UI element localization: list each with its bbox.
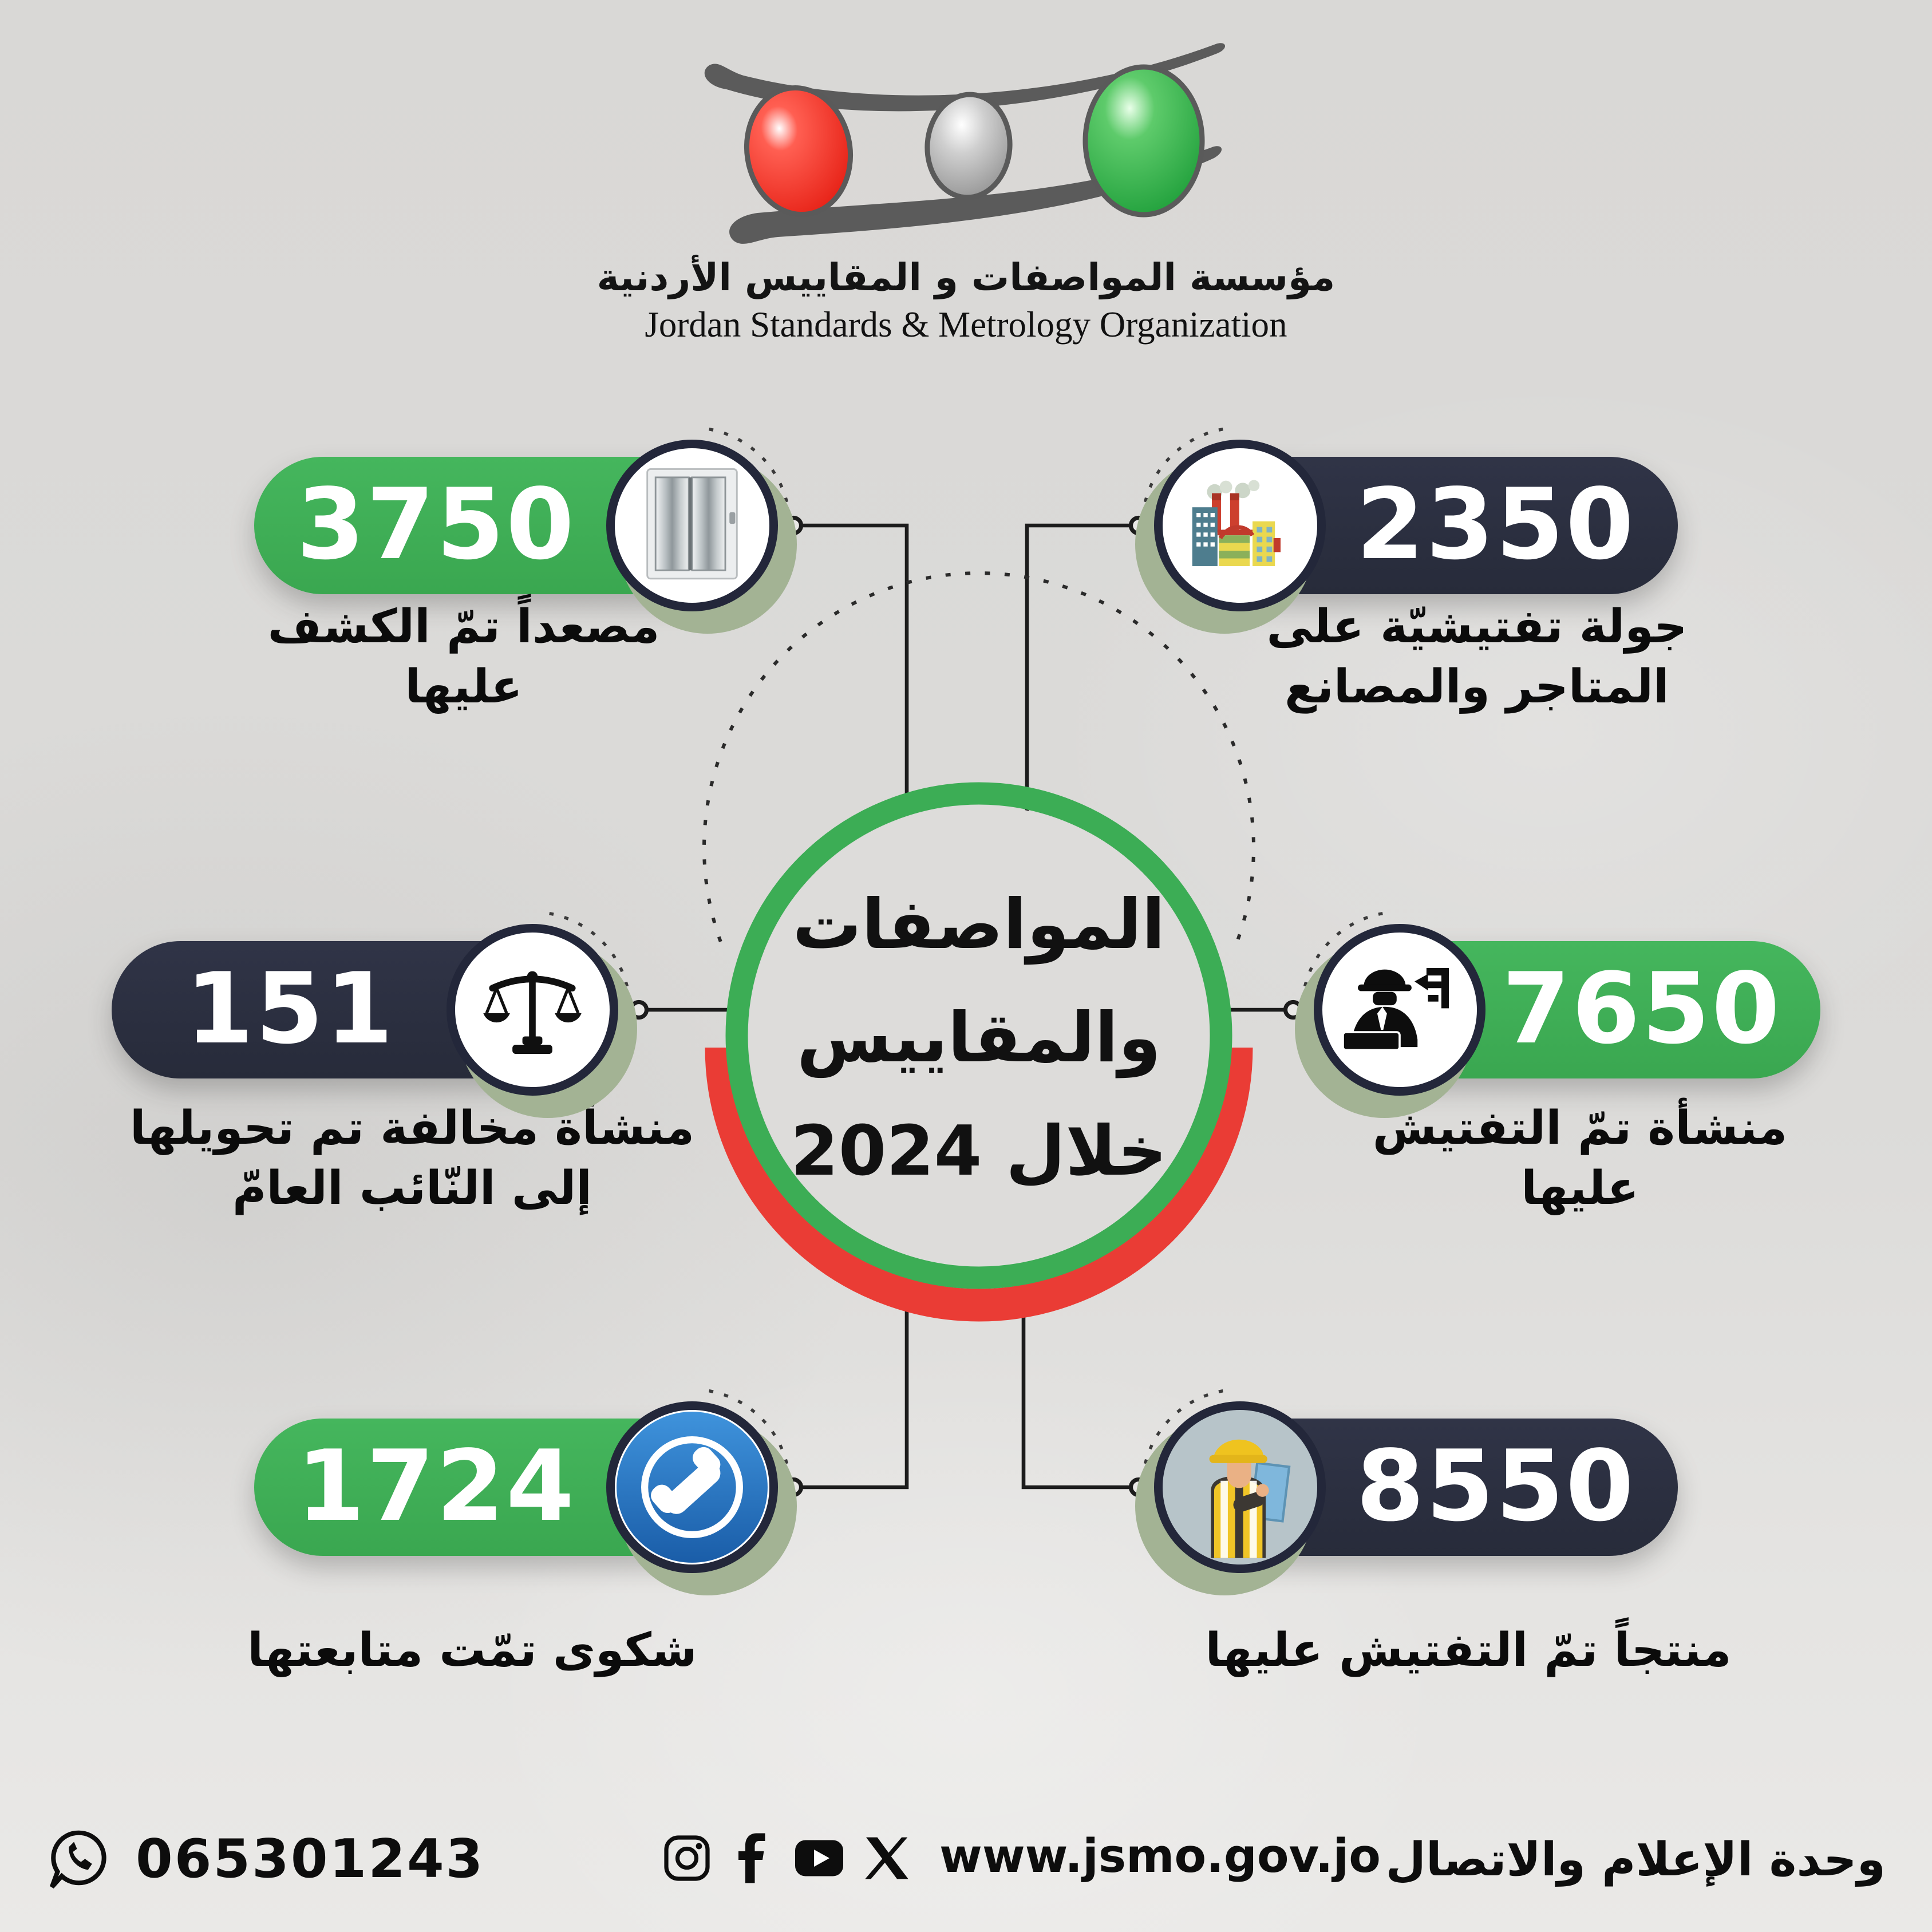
connector-bottom-right	[1021, 1285, 1130, 1490]
center-title: المواصفات والمقاييس خلال 2024	[721, 869, 1236, 1209]
stat-label: منشأة مخالفة تم تحويلها إلى النّائب العا…	[52, 1099, 773, 1219]
stat-value: 151	[185, 953, 395, 1066]
connector-top-left	[802, 523, 909, 814]
inspector-icon	[1343, 968, 1449, 1052]
stat-icon-circle	[1314, 924, 1485, 1096]
elevator-icon	[646, 468, 738, 580]
stat-label-line: منشأة تمّ التفتيش	[1372, 1103, 1788, 1156]
logo-english-name: Jordan Standards & Metrology Organizatio…	[645, 304, 1287, 345]
stat-label-line: منتجاً تمّ التفتيش عليها	[1205, 1625, 1732, 1678]
stat-label-line: عليها	[405, 661, 523, 714]
stat-label-line: المتاجر والمصانع	[1285, 661, 1669, 714]
stat-label-line: عليها	[1521, 1163, 1639, 1216]
stat-label-line: منشأة مخالفة تم تحويلها	[129, 1103, 695, 1156]
logo-gray-oval	[923, 92, 1012, 200]
stat-label: شكوى تمّت متابعتها	[103, 1621, 841, 1681]
stat-label-line: مصعداً تمّ الكشف	[267, 601, 660, 654]
logo-bottom-swoosh	[728, 146, 1221, 244]
logo-green-oval	[1082, 64, 1204, 218]
stat-label-line: جولة تفتيشيّة على	[1266, 601, 1688, 654]
stat-label: منتجاً تمّ التفتيش عليها	[1099, 1621, 1838, 1681]
jsmo-logo-mark-icon	[704, 43, 1224, 244]
connector-top-right	[1025, 523, 1130, 814]
center-title-line3: خلال 2024	[791, 1113, 1167, 1192]
stat-value: 7650	[1502, 953, 1781, 1066]
stat-icon-circle	[606, 1401, 778, 1573]
stat-value: 8550	[1356, 1431, 1635, 1544]
stat-value: 3750	[297, 469, 576, 582]
center-ring-green	[725, 782, 1232, 1289]
center-title-line1: المواصفات	[792, 886, 1165, 965]
jsmo-logo: مؤسسة المواصفات و المقاييس الأردنية Jord…	[0, 38, 1932, 347]
stat-value: 2350	[1356, 469, 1635, 582]
stat-icon-circle	[1154, 1401, 1326, 1573]
scales-icon	[483, 971, 582, 1054]
worker-icon	[1209, 1439, 1291, 1558]
center-ring-red-arc	[705, 1047, 1253, 1322]
stat-label: منشأة تمّ التفتيش عليها	[1236, 1099, 1923, 1219]
stat-value: 1724	[297, 1431, 576, 1544]
logo-top-swoosh	[704, 43, 1224, 112]
stat-icon-circle	[606, 440, 778, 611]
center-title-line2: والمقاييس	[796, 999, 1161, 1078]
stat-icon-circle	[1154, 440, 1326, 611]
logo-red-oval	[743, 85, 852, 218]
stat-label-line: إلى النّائب العامّ	[232, 1163, 592, 1216]
stat-label: جولة تفتيشيّة على المتاجر والمصانع	[1185, 598, 1769, 718]
phone-icon	[617, 1412, 768, 1563]
stat-icon-circle	[447, 924, 618, 1096]
stat-label-line: شكوى تمّت متابعتها	[247, 1625, 697, 1678]
stat-label: مصعداً تمّ الكشف عليها	[172, 598, 756, 718]
center-circle-fill	[749, 805, 1209, 1266]
logo-arabic-name: مؤسسة المواصفات و المقاييس الأردنية	[596, 258, 1336, 301]
connector-bottom-left	[802, 1285, 909, 1490]
factory-icon	[1192, 480, 1281, 566]
